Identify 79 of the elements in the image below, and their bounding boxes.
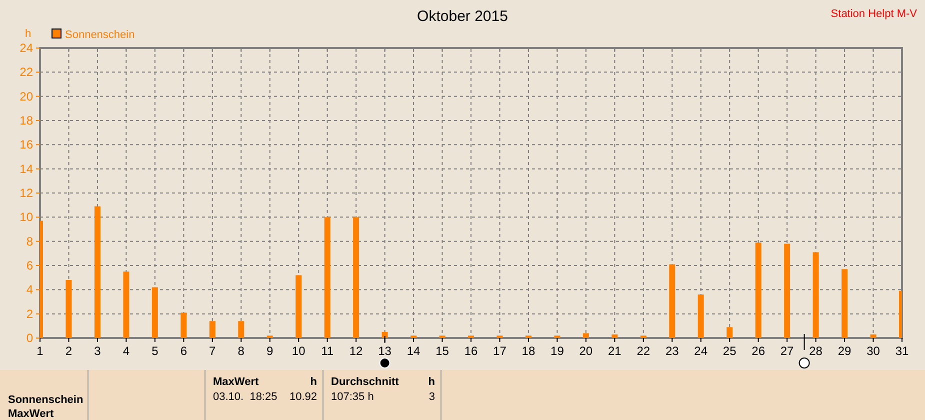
x-tick-label: 17 — [493, 344, 507, 358]
x-tick-label: 5 — [152, 344, 159, 358]
x-tick-label: 4 — [122, 344, 130, 358]
x-tick-label: 19 — [550, 344, 564, 358]
x-tick-label: 2 — [65, 344, 72, 358]
bar — [296, 275, 302, 338]
x-tick-label: 31 — [895, 344, 909, 358]
text: Durchschnitt — [331, 376, 400, 388]
x-tick-label: 11 — [321, 344, 334, 358]
x-tick-label: 10 — [292, 344, 306, 358]
y-tick-label: 16 — [20, 138, 34, 152]
x-tick-label: 7 — [209, 344, 216, 358]
text: h — [428, 376, 436, 388]
legend-label: Sonnenschein — [65, 29, 135, 41]
bar — [669, 264, 676, 338]
text: 03.10. 18:25 — [213, 391, 278, 403]
bar — [812, 252, 819, 338]
x-tick-label: 12 — [349, 344, 364, 358]
y-tick-label: 12 — [20, 186, 34, 200]
text: 10.92 — [289, 391, 317, 403]
y-tick-label: 2 — [26, 306, 34, 321]
x-tick-label: 6 — [180, 344, 188, 358]
x-tick-label: 29 — [838, 344, 852, 358]
bar — [353, 217, 360, 338]
text: h — [310, 376, 318, 388]
x-tick-label: 3 — [94, 344, 102, 358]
y-tick-label: 14 — [20, 162, 34, 176]
text: MaxWert — [213, 376, 259, 388]
bar — [612, 334, 618, 338]
x-tick-label: 16 — [464, 344, 478, 358]
bar — [726, 327, 733, 338]
bar — [94, 206, 100, 338]
x-tick-label: 30 — [866, 344, 880, 358]
bar — [582, 333, 589, 338]
y-tick-label: 4 — [26, 282, 34, 297]
x-tick-label: 26 — [752, 344, 766, 358]
x-tick-label: 15 — [436, 344, 450, 358]
y-tick-label: 24 — [20, 41, 34, 55]
x-tick-label: 27 — [780, 344, 794, 358]
y-tick-label: 22 — [20, 65, 34, 80]
x-tick-label: 24 — [694, 344, 708, 358]
x-tick-label: 8 — [238, 344, 245, 358]
text: MaxWert — [8, 408, 54, 420]
x-tick-label: 9 — [266, 344, 274, 358]
x-tick-label: 21 — [608, 344, 622, 358]
x-tick-label: 25 — [722, 344, 737, 358]
bar — [784, 244, 790, 338]
chart-title: Oktober 2015 — [417, 8, 508, 25]
bar — [123, 272, 130, 338]
y-tick-label: 8 — [26, 234, 34, 248]
bar — [870, 334, 876, 338]
text: 3 — [428, 391, 435, 403]
bar — [324, 217, 330, 338]
bar — [152, 287, 158, 338]
bar — [66, 280, 72, 338]
bar — [209, 321, 216, 338]
x-tick-label: 28 — [809, 344, 823, 358]
y-tick-label: 10 — [20, 210, 34, 224]
x-tick-label: 1 — [36, 344, 44, 358]
x-tick-label: 23 — [665, 344, 680, 358]
text: Station Helpt M-V — [830, 8, 918, 20]
x-tick-label: 14 — [406, 344, 421, 358]
bar — [755, 242, 762, 338]
text: 107:35 h — [331, 391, 374, 403]
text: Sonnenschein — [8, 394, 84, 406]
x-tick-label: 22 — [636, 344, 650, 358]
bar — [698, 294, 704, 338]
x-tick-label: 20 — [579, 344, 593, 358]
x-tick-label: 13 — [378, 344, 392, 358]
y-tick-label: 6 — [26, 258, 34, 272]
bar — [238, 321, 244, 338]
y-axis-title: h — [24, 28, 32, 40]
bar — [382, 332, 388, 338]
y-tick-label: 18 — [20, 114, 34, 128]
y-tick-label: 20 — [20, 89, 34, 104]
y-tick-label: 0 — [26, 331, 34, 345]
x-tick-label: 18 — [522, 344, 536, 358]
bar — [842, 269, 848, 338]
bar — [180, 312, 187, 338]
